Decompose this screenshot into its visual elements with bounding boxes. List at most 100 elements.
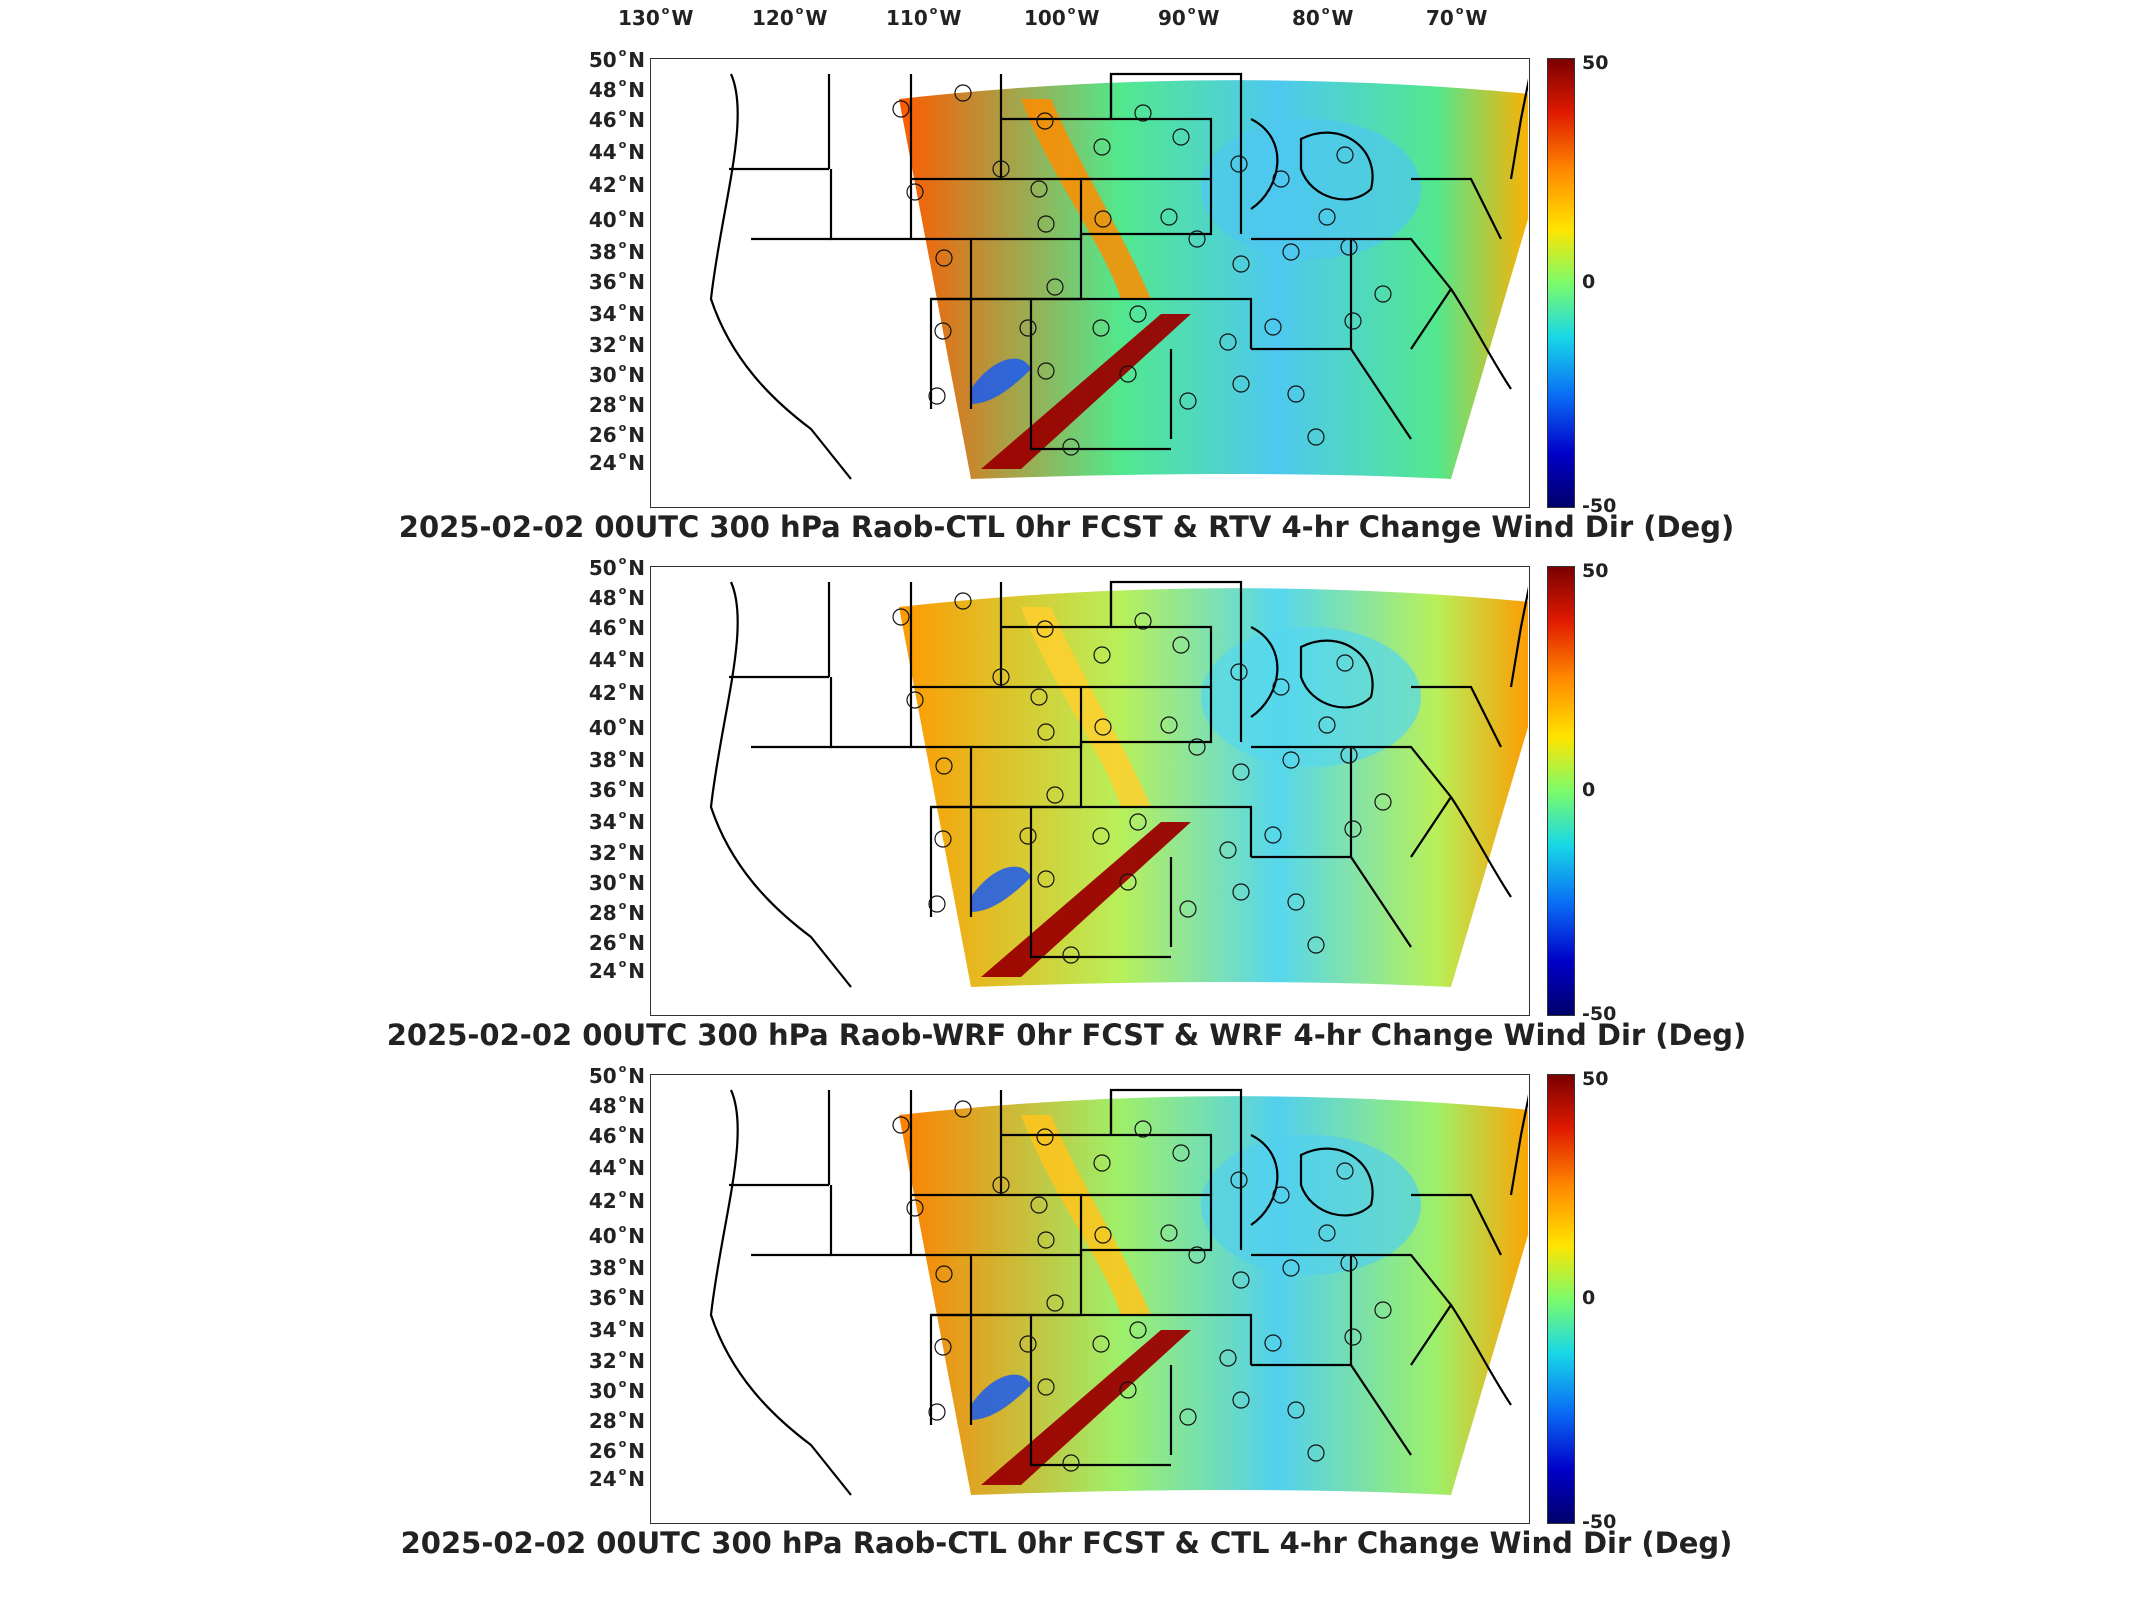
station-marker [1232, 375, 1250, 393]
station-marker [1093, 1154, 1111, 1172]
negative-change-area [971, 1374, 1031, 1420]
station-marker [1119, 1381, 1137, 1399]
map-frame [650, 1074, 1530, 1524]
station-marker [906, 183, 924, 201]
latitude-label: 42 o N [588, 1187, 645, 1213]
station-marker [1272, 170, 1290, 188]
colorbar-tick-max: 50 [1582, 1068, 1609, 1090]
boundary-line [1111, 1133, 1213, 1195]
boundary-line [1081, 1193, 1213, 1252]
station-marker [954, 84, 972, 102]
station-marker [928, 895, 946, 913]
longitude-label: 120 o W [752, 4, 828, 30]
boundary-line [911, 177, 1083, 241]
station-marker [1232, 1391, 1250, 1409]
station-marker [1062, 1454, 1080, 1472]
positive-change-plume [1021, 607, 1151, 807]
station-marker [1062, 438, 1080, 456]
boundary-line [1351, 745, 1453, 858]
latitude-label: 44 o N [588, 138, 645, 164]
colorbar-tick-zero: 0 [1582, 271, 1596, 293]
colorbar-tick-min: -50 [1582, 495, 1617, 517]
colorbar-tick-max: 50 [1582, 52, 1609, 74]
station-marker [892, 1116, 910, 1134]
station-marker [935, 1265, 953, 1283]
boundary-line [729, 582, 831, 679]
positive-change-plume [1021, 99, 1151, 299]
station-marker [1037, 870, 1055, 888]
station-marker [1134, 1120, 1152, 1138]
panel-title: 2025-02-02 00UTC 300 hPa Raob-CTL 0hr FC… [398, 510, 1735, 544]
latitude-label: 50 o N [588, 46, 645, 72]
station-marker [1232, 255, 1250, 273]
boundary-line [911, 685, 1083, 749]
latitude-label: 46 o N [588, 1122, 645, 1148]
longitude-label: 110 o W [886, 4, 962, 30]
station-marker [992, 160, 1010, 178]
station-marker [1092, 1335, 1110, 1353]
station-marker [1307, 936, 1325, 954]
station-marker [1179, 900, 1197, 918]
station-marker [1230, 663, 1248, 681]
colorbar-tick-min: -50 [1582, 1511, 1617, 1533]
latitude-label: 26 o N [588, 929, 645, 955]
station-marker [1307, 428, 1325, 446]
boundary-line [1450, 288, 1512, 390]
latitude-label: 50 o N [588, 554, 645, 580]
latitude-label: 48 o N [588, 1092, 645, 1118]
station-marker [892, 608, 910, 626]
latitude-label: 36 o N [588, 776, 645, 802]
longitude-label: 80 o W [1292, 4, 1354, 30]
latitude-label: 26 o N [588, 421, 645, 447]
station-marker [1119, 873, 1137, 891]
station-marker [1134, 612, 1152, 630]
latitude-label: 30 o N [588, 1377, 645, 1403]
boundary-line [931, 297, 1253, 349]
station-marker [1188, 738, 1206, 756]
station-marker [1272, 678, 1290, 696]
station-marker [1340, 746, 1358, 764]
boundary-line [729, 1090, 831, 1187]
station-marker [1129, 813, 1147, 831]
station-marker [1340, 238, 1358, 256]
station-marker [1287, 893, 1305, 911]
station-marker [928, 387, 946, 405]
longitude-label: 90 o W [1158, 4, 1220, 30]
station-marker [1179, 1408, 1197, 1426]
station-marker [1232, 883, 1250, 901]
station-marker [1264, 826, 1282, 844]
station-marker [1318, 716, 1336, 734]
positive-change-plume [1021, 1115, 1151, 1315]
latitude-label: 28 o N [588, 1407, 645, 1433]
station-marker [954, 592, 972, 610]
station-marker [1046, 1294, 1064, 1312]
latitude-label: 42 o N [588, 171, 645, 197]
latitude-label: 38 o N [588, 1254, 645, 1280]
panel-title: 2025-02-02 00UTC 300 hPa Raob-CTL 0hr FC… [400, 1526, 1733, 1560]
boundary-line [1299, 1147, 1374, 1217]
station-marker [1318, 1224, 1336, 1242]
boundary-line [709, 73, 852, 480]
boundary-line [1250, 1134, 1279, 1226]
station-marker [992, 1176, 1010, 1194]
panel-title: 2025-02-02 00UTC 300 hPa Raob-WRF 0hr FC… [386, 1018, 1747, 1052]
station-marker [1336, 654, 1354, 672]
map-panel-1: 50 o N 48 o N 46 o N 44 o N 42 o N 40 o N 38 o N 36 o N 34 o N 32 o N… [0, 46, 2133, 568]
station-marker [1272, 1186, 1290, 1204]
latitude-label: 46 o N [588, 106, 645, 132]
boundary-line [1029, 299, 1171, 451]
latitude-label: 26 o N [588, 1437, 645, 1463]
colorbar [1547, 1074, 1575, 1524]
station-marker [1230, 1171, 1248, 1189]
map-panel-2: 50 o N 48 o N 46 o N 44 o N 42 o N 40 o N 38 o N 36 o N 34 o N 32 o N… [0, 554, 2133, 1076]
boundary-line [1411, 1193, 1502, 1256]
station-marker [1019, 827, 1037, 845]
station-marker [1374, 285, 1392, 303]
station-marker [1344, 312, 1362, 330]
station-marker [906, 691, 924, 709]
latitude-label: 48 o N [588, 76, 645, 102]
station-marker [1119, 365, 1137, 383]
latitude-label: 30 o N [588, 869, 645, 895]
latitude-label: 28 o N [588, 899, 645, 925]
strong-positive-band [981, 822, 1191, 977]
